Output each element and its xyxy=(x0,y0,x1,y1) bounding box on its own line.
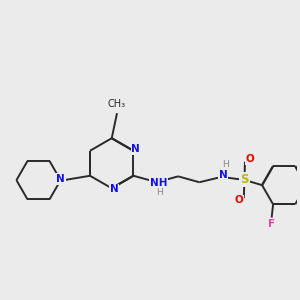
Text: O: O xyxy=(234,196,243,206)
Text: H: H xyxy=(156,188,163,197)
Text: N: N xyxy=(110,184,118,194)
Text: NH: NH xyxy=(150,178,167,188)
Text: N: N xyxy=(219,170,228,180)
Text: N: N xyxy=(131,144,140,154)
Text: F: F xyxy=(268,219,275,229)
Text: CH₃: CH₃ xyxy=(108,99,126,110)
Text: N: N xyxy=(56,174,65,184)
Text: S: S xyxy=(240,173,249,186)
Text: H: H xyxy=(222,160,229,169)
Text: O: O xyxy=(246,154,255,164)
